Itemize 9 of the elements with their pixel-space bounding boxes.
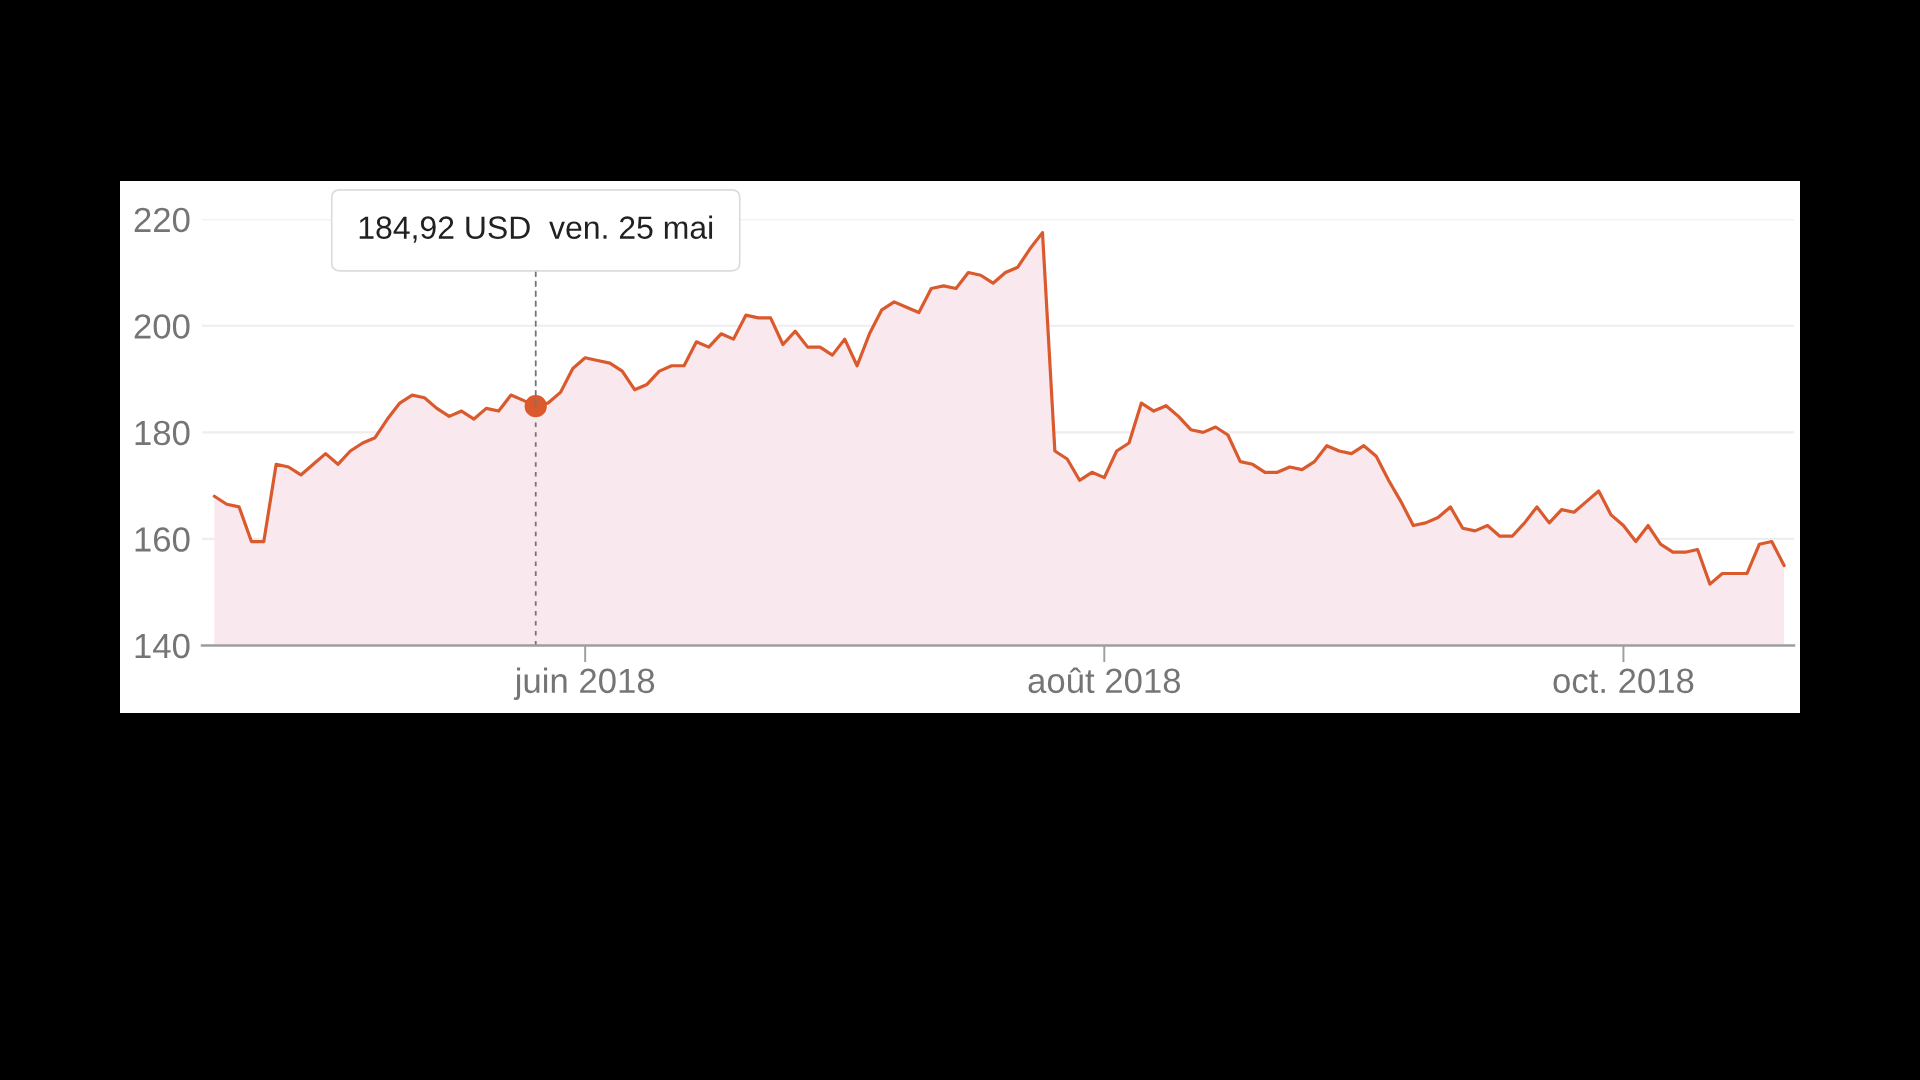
x-tick-label: juin 2018 [513, 667, 655, 700]
x-tick-label: août 2018 [1028, 667, 1181, 694]
annotation: 184,92 USD ven. 25 mai [359, 215, 713, 243]
y-tick-label: 220 [134, 207, 190, 233]
y-tick-label: 160 [135, 527, 190, 552]
y-tick-label: 140 [135, 633, 190, 659]
y-tick-label: 180 [135, 420, 190, 446]
y-tick-label: 200 [134, 314, 190, 339]
x-tick-label: oct. 2018 [1553, 668, 1694, 694]
